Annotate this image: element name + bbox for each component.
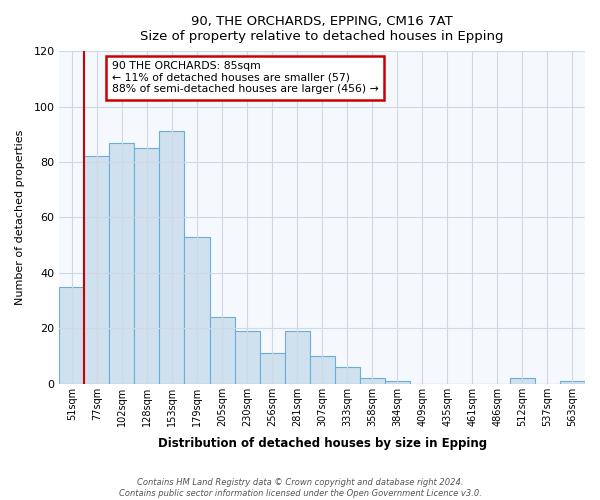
Bar bbox=[235, 331, 260, 384]
Text: 90 THE ORCHARDS: 85sqm
← 11% of detached houses are smaller (57)
88% of semi-det: 90 THE ORCHARDS: 85sqm ← 11% of detached… bbox=[112, 61, 379, 94]
Bar bbox=[134, 148, 160, 384]
Bar bbox=[335, 367, 360, 384]
Bar bbox=[284, 331, 310, 384]
Bar bbox=[109, 142, 134, 384]
X-axis label: Distribution of detached houses by size in Epping: Distribution of detached houses by size … bbox=[158, 437, 487, 450]
Bar bbox=[209, 317, 235, 384]
Bar bbox=[510, 378, 535, 384]
Bar bbox=[260, 353, 284, 384]
Title: 90, THE ORCHARDS, EPPING, CM16 7AT
Size of property relative to detached houses : 90, THE ORCHARDS, EPPING, CM16 7AT Size … bbox=[140, 15, 504, 43]
Bar bbox=[385, 381, 410, 384]
Bar bbox=[59, 286, 85, 384]
Text: Contains HM Land Registry data © Crown copyright and database right 2024.
Contai: Contains HM Land Registry data © Crown c… bbox=[119, 478, 481, 498]
Bar bbox=[85, 156, 109, 384]
Bar bbox=[310, 356, 335, 384]
Bar bbox=[360, 378, 385, 384]
Bar bbox=[560, 381, 585, 384]
Y-axis label: Number of detached properties: Number of detached properties bbox=[15, 130, 25, 305]
Bar bbox=[184, 237, 209, 384]
Bar bbox=[160, 132, 184, 384]
